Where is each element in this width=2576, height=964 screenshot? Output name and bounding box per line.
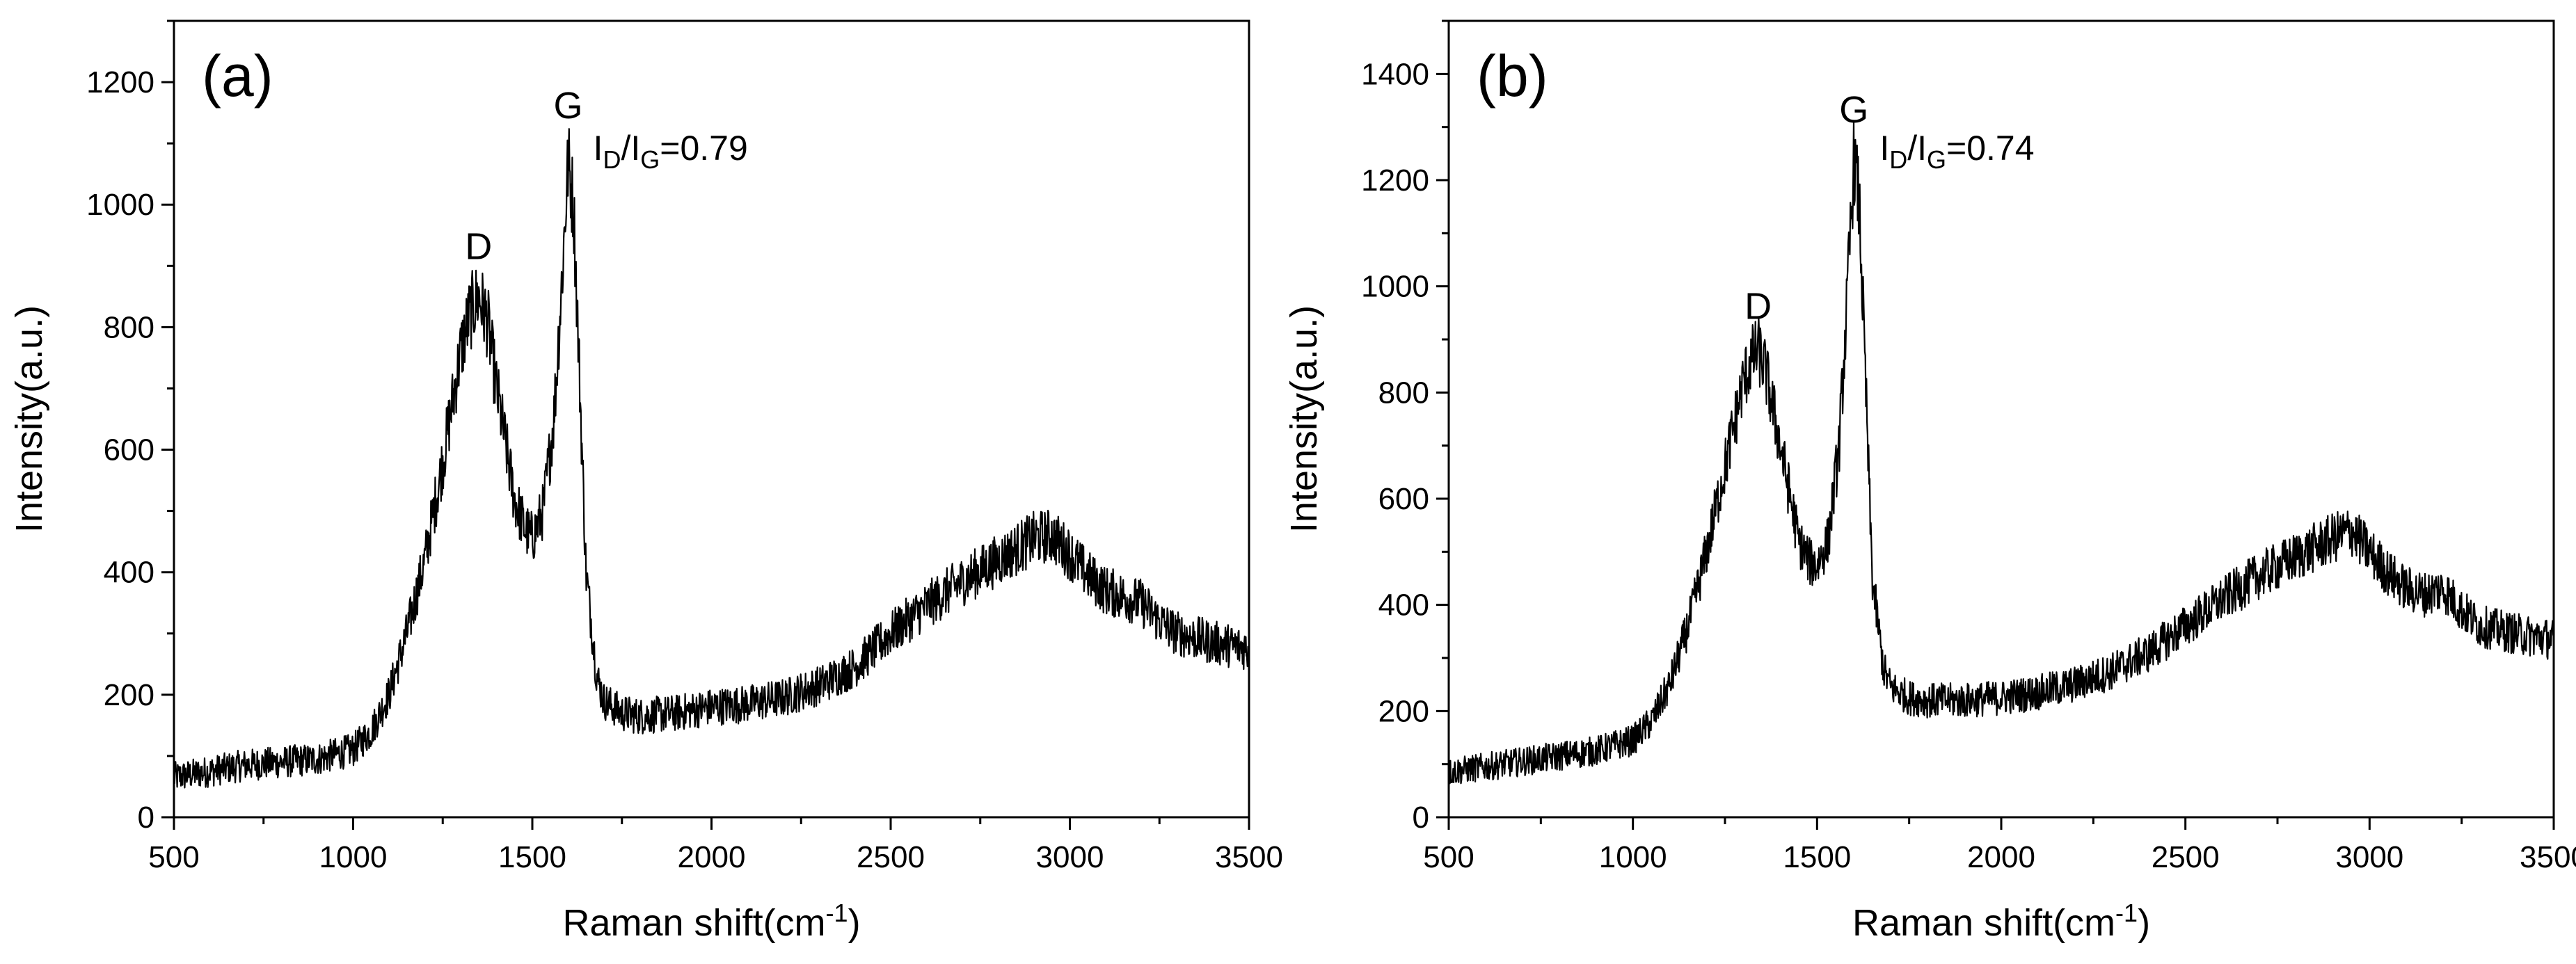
ratio-sub-d: D (603, 145, 621, 174)
xlabel-close: ) (2138, 902, 2150, 944)
panel-b-d-peak-label: D (1744, 285, 1772, 327)
xlabel-sup: -1 (2115, 899, 2138, 927)
panel-b-spectrum-line (1448, 120, 2555, 785)
y-tick-label: 400 (1378, 588, 1429, 622)
y-tick-label: 1000 (86, 188, 154, 222)
xlabel-sup: -1 (826, 899, 848, 927)
panel-b: 0 200 400 600 800 1000 1200 1400 500 1000 1500 200… (1283, 19, 2576, 945)
x-tick-label: 500 (148, 840, 199, 874)
panel-a-spectrum-line (173, 128, 1250, 789)
xlabel-main: Raman shift(cm (1852, 902, 2115, 944)
y-tick-label: 1000 (1361, 270, 1429, 304)
x-tick-label: 2500 (857, 840, 925, 874)
x-tick-label: 1000 (319, 840, 388, 874)
ratio-value: =0.79 (660, 129, 748, 168)
ratio-i: I (594, 129, 603, 168)
panel-a-x-ticks: 500 1000 1500 2000 2500 3000 3500 (148, 817, 1283, 874)
ratio-sep: /I (1907, 129, 1927, 168)
ratio-i: I (1879, 129, 1889, 168)
y-tick-label: 600 (1378, 482, 1429, 516)
panel-b-y-ticks: 0 200 400 600 800 1000 1200 1400 (1361, 19, 1449, 835)
x-tick-label: 3000 (1036, 840, 1104, 874)
panel-a-y-axis-label: Intensity(a.u.) (8, 305, 50, 533)
x-tick-label: 3500 (2520, 840, 2576, 874)
y-tick-label: 400 (104, 556, 154, 590)
y-tick-label: 1200 (86, 65, 154, 99)
x-tick-label: 1500 (1783, 840, 1851, 874)
panel-a: 0 200 400 600 800 1000 1200 500 1000 1500 2000 250… (8, 19, 1283, 945)
panel-b-g-peak-label: G (1839, 89, 1868, 131)
x-tick-label: 2000 (1967, 840, 2035, 874)
ratio-sub-g: G (640, 145, 660, 174)
panel-a-id-ig-ratio: ID/IG=0.79 (594, 129, 748, 174)
xlabel-main: Raman shift(cm (562, 902, 825, 944)
x-tick-label: 1000 (1599, 840, 1667, 874)
ratio-sep: /I (621, 129, 640, 168)
x-tick-label: 1500 (498, 840, 566, 874)
y-tick-label: 0 (1413, 801, 1429, 835)
y-tick-label: 1400 (1361, 57, 1429, 91)
x-tick-label: 3000 (2335, 840, 2403, 874)
y-tick-label: 800 (104, 310, 154, 344)
panel-a-d-peak-label: D (465, 226, 492, 268)
y-tick-label: 800 (1378, 376, 1429, 410)
panel-a-y-ticks: 0 200 400 600 800 1000 1200 (86, 19, 174, 835)
y-tick-label: 200 (1378, 694, 1429, 728)
ratio-value: =0.74 (1946, 129, 2035, 168)
x-tick-label: 2500 (2152, 840, 2220, 874)
y-tick-label: 600 (104, 433, 154, 467)
x-tick-label: 2000 (678, 840, 746, 874)
ratio-sub-g: G (1927, 145, 1946, 174)
xlabel-close: ) (848, 902, 861, 944)
panel-a-x-axis-label: Raman shift(cm-1) (562, 899, 860, 945)
panel-b-y-axis-label: Intensity(a.u.) (1283, 305, 1325, 533)
y-tick-label: 0 (138, 801, 154, 835)
y-tick-label: 1200 (1361, 163, 1429, 198)
panel-b-x-axis-label: Raman shift(cm-1) (1852, 899, 2150, 945)
panel-b-id-ig-ratio: ID/IG=0.74 (1879, 129, 2034, 174)
x-tick-label: 500 (1423, 840, 1474, 874)
ratio-sub-d: D (1889, 145, 1907, 174)
panel-a-label: (a) (202, 43, 273, 109)
panel-b-label: (b) (1477, 43, 1548, 109)
y-tick-label: 200 (104, 678, 154, 712)
panel-b-x-ticks: 500 1000 1500 2000 2500 3000 3500 (1423, 817, 2576, 874)
panel-a-g-peak-label: G (553, 85, 582, 127)
x-tick-label: 3500 (1215, 840, 1283, 874)
